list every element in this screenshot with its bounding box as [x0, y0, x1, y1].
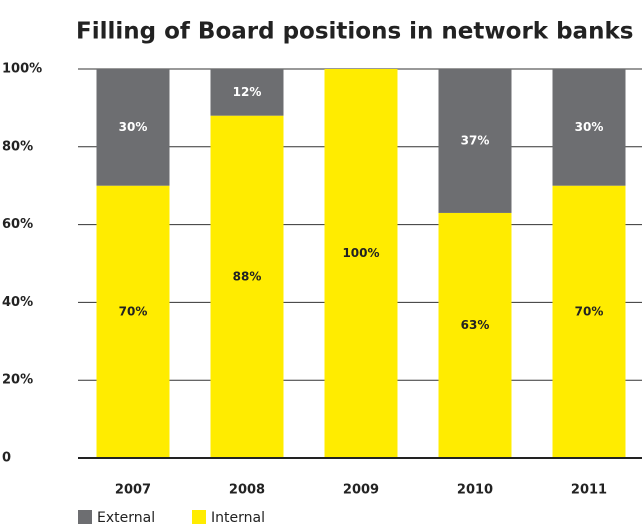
- y-tick-label: 20%: [2, 373, 33, 388]
- x-tick-label: 2007: [115, 483, 151, 498]
- y-tick-label: 60%: [2, 217, 33, 232]
- y-tick-label: 100%: [2, 62, 42, 77]
- value-label: 37%: [461, 133, 490, 147]
- legend-swatch: [192, 510, 206, 524]
- value-label: 63%: [461, 318, 490, 332]
- x-tick-label: 2011: [571, 483, 607, 498]
- bar-segment: [210, 69, 284, 116]
- bar-segment: [324, 69, 398, 458]
- legend-label: Internal: [211, 510, 265, 525]
- chart-title: Filling of Board positions in network ba…: [76, 19, 633, 45]
- bar-segment: [210, 115, 284, 459]
- legend-swatch: [78, 510, 92, 524]
- value-label: 12%: [233, 85, 262, 99]
- x-tick-label: 2008: [229, 483, 265, 498]
- bar-segment: [552, 69, 626, 186]
- bar-segment: [438, 69, 512, 213]
- bar-segment: [96, 185, 170, 458]
- bar-segment: [438, 212, 512, 458]
- bar-segment: [96, 69, 170, 186]
- y-tick-label: 0: [2, 451, 11, 466]
- y-tick-label: 40%: [2, 295, 33, 310]
- x-tick-label: 2010: [457, 483, 493, 498]
- value-label: 100%: [342, 246, 379, 260]
- value-label: 30%: [119, 120, 148, 134]
- legend-label: External: [97, 510, 155, 525]
- y-tick-label: 80%: [2, 139, 33, 154]
- bar-segment: [552, 185, 626, 458]
- x-tick-label: 2009: [343, 483, 379, 498]
- value-label: 70%: [119, 304, 148, 318]
- value-label: 88%: [233, 269, 262, 283]
- value-label: 70%: [575, 304, 604, 318]
- value-label: 30%: [575, 120, 604, 134]
